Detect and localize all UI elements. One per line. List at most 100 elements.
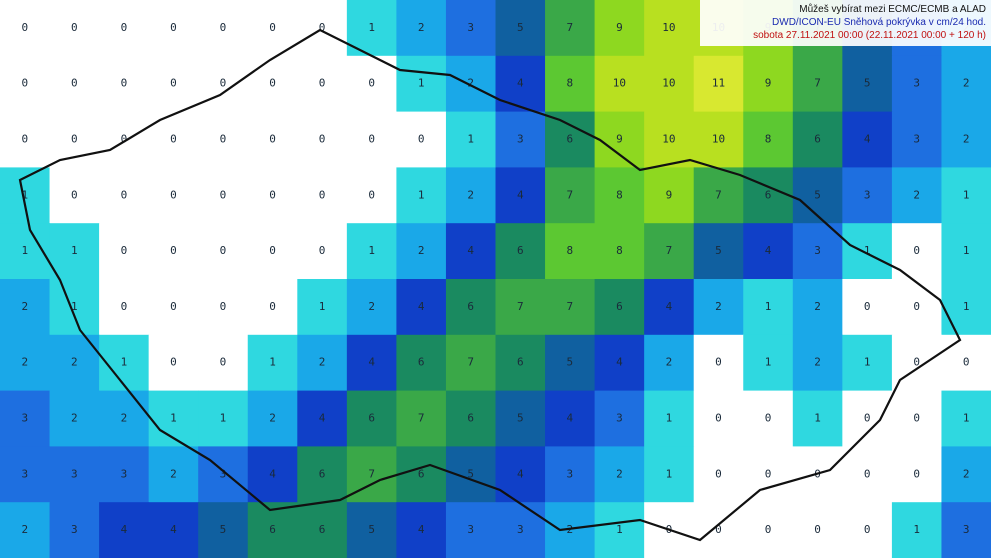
snow-value: 6 <box>616 300 623 313</box>
snow-cell <box>941 223 991 280</box>
snow-value: 6 <box>467 412 474 425</box>
snow-cell <box>148 334 199 392</box>
snow-value: 2 <box>963 467 970 480</box>
snow-value: 0 <box>368 133 375 146</box>
snow-value: 0 <box>121 133 128 146</box>
snow-cell <box>198 279 249 336</box>
snow-value: 6 <box>765 188 772 201</box>
snow-cell <box>297 502 348 558</box>
snow-value: 3 <box>21 412 28 425</box>
snow-cell <box>49 390 100 447</box>
snow-cell <box>792 279 843 336</box>
snow-cell <box>941 55 991 113</box>
snow-cell <box>148 279 199 336</box>
snow-cell <box>346 167 397 224</box>
snow-value: 7 <box>467 356 474 369</box>
snow-cell <box>842 279 893 336</box>
snow-cell <box>941 167 991 224</box>
snow-value: 6 <box>418 467 425 480</box>
snow-cell <box>297 111 348 168</box>
snow-value: 6 <box>368 412 375 425</box>
snow-value: 0 <box>864 523 871 536</box>
snow-cell <box>49 279 100 336</box>
snow-cell <box>198 446 249 503</box>
snow-value: 3 <box>21 467 28 480</box>
snow-value: 2 <box>269 412 276 425</box>
snow-cell <box>594 0 645 57</box>
snow-value: 3 <box>616 412 623 425</box>
snow-cell <box>99 223 150 280</box>
snow-cell <box>693 279 744 336</box>
snow-value: 6 <box>319 523 326 536</box>
snow-value: 0 <box>368 188 375 201</box>
snow-value: 0 <box>121 188 128 201</box>
snow-cell <box>644 390 695 447</box>
snow-cell <box>99 111 150 168</box>
snow-cell <box>644 223 695 280</box>
snow-cell <box>247 167 298 224</box>
snow-value: 1 <box>71 300 78 313</box>
snow-cell <box>693 334 744 392</box>
snow-cell <box>842 334 893 392</box>
snow-value: 0 <box>269 77 276 90</box>
snow-cell <box>247 334 298 392</box>
snow-cell <box>0 279 51 336</box>
snow-value: 0 <box>913 467 920 480</box>
snow-value: 4 <box>616 356 623 369</box>
snow-value: 0 <box>715 523 722 536</box>
snow-value: 0 <box>715 356 722 369</box>
snow-cell <box>148 223 199 280</box>
snow-value: 0 <box>269 21 276 34</box>
snow-value: 5 <box>715 244 722 257</box>
snow-cell <box>346 111 397 168</box>
snow-cell <box>842 111 893 168</box>
snow-value: 1 <box>864 356 871 369</box>
snow-cell <box>693 446 744 503</box>
snow-value: 3 <box>121 467 128 480</box>
snow-value: 0 <box>170 356 177 369</box>
snow-cell <box>594 446 645 503</box>
snow-cell <box>396 502 447 558</box>
snow-cell <box>545 0 596 57</box>
snow-value: 4 <box>517 77 524 90</box>
snow-value: 0 <box>220 77 227 90</box>
snow-cell <box>743 55 794 113</box>
snow-value: 7 <box>567 188 574 201</box>
snow-cell <box>346 390 397 447</box>
snow-value: 3 <box>467 523 474 536</box>
snow-cell <box>396 446 447 503</box>
snow-cell <box>198 55 249 113</box>
snow-value: 0 <box>765 523 772 536</box>
snow-cell <box>941 334 991 392</box>
snow-cell <box>445 55 496 113</box>
snow-cell <box>545 167 596 224</box>
snow-value: 1 <box>864 244 871 257</box>
snow-value: 0 <box>913 412 920 425</box>
snow-value: 1 <box>814 412 821 425</box>
snow-value: 5 <box>467 467 474 480</box>
snow-value: 2 <box>467 188 474 201</box>
snow-value: 0 <box>71 133 78 146</box>
snow-value: 5 <box>517 21 524 34</box>
snow-cell <box>297 223 348 280</box>
snow-value: 0 <box>21 21 28 34</box>
snow-cell <box>247 0 298 57</box>
snow-value: 1 <box>963 300 970 313</box>
snow-value: 2 <box>368 300 375 313</box>
snow-value: 0 <box>913 300 920 313</box>
snow-value: 4 <box>666 300 673 313</box>
snow-value: 0 <box>121 77 128 90</box>
snow-cell <box>545 334 596 392</box>
snow-value: 1 <box>21 244 28 257</box>
snow-cell <box>842 502 893 558</box>
snow-value: 6 <box>418 356 425 369</box>
snow-value: 1 <box>616 523 623 536</box>
header-line: Můžeš vybírat mezi ECMC/ECMB a ALAD <box>799 3 986 15</box>
snow-value: 0 <box>21 77 28 90</box>
snow-cell <box>941 446 991 503</box>
snow-cell <box>198 334 249 392</box>
snow-cell <box>297 279 348 336</box>
snow-cell <box>445 390 496 447</box>
snow-cell <box>495 223 546 280</box>
